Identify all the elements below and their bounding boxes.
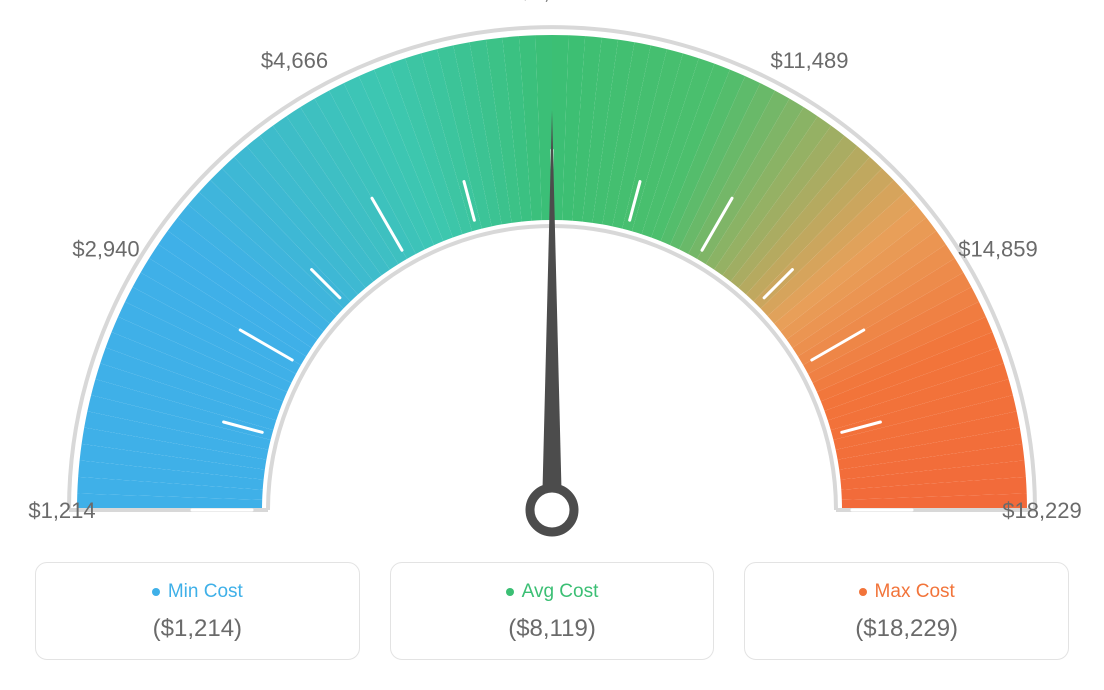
gauge-tick-label: $4,666: [261, 48, 328, 73]
avg-dot-icon: [506, 588, 514, 596]
gauge-tick-label: $18,229: [1002, 498, 1082, 523]
min-cost-value: ($1,214): [46, 615, 349, 643]
gauge-tick-label: $11,489: [771, 48, 849, 73]
min-cost-title: Min Cost: [168, 581, 243, 603]
max-dot-icon: [859, 588, 867, 596]
min-cost-card: Min Cost ($1,214): [35, 562, 360, 660]
gauge-tick-label: $1,214: [28, 498, 95, 523]
gauge-tick-label: $2,940: [72, 237, 139, 262]
max-cost-title: Max Cost: [875, 581, 955, 603]
min-dot-icon: [152, 588, 160, 596]
max-cost-card: Max Cost ($18,229): [744, 562, 1069, 660]
avg-cost-card: Avg Cost ($8,119): [390, 562, 715, 660]
gauge-tick-label: $8,119: [519, 0, 585, 4]
cost-gauge: $1,214 $2,940 $4,666 $8,119 $11,489 $14,859 $1…: [0, 0, 1104, 560]
avg-cost-title: Avg Cost: [522, 581, 599, 603]
gauge-needle-base: [530, 488, 574, 532]
avg-cost-value: ($8,119): [401, 615, 704, 643]
gauge-tick-label: $14,859: [958, 237, 1038, 262]
cost-summary-cards: Min Cost ($1,214) Avg Cost ($8,119) Max …: [35, 562, 1069, 660]
max-cost-value: ($18,229): [755, 615, 1058, 643]
